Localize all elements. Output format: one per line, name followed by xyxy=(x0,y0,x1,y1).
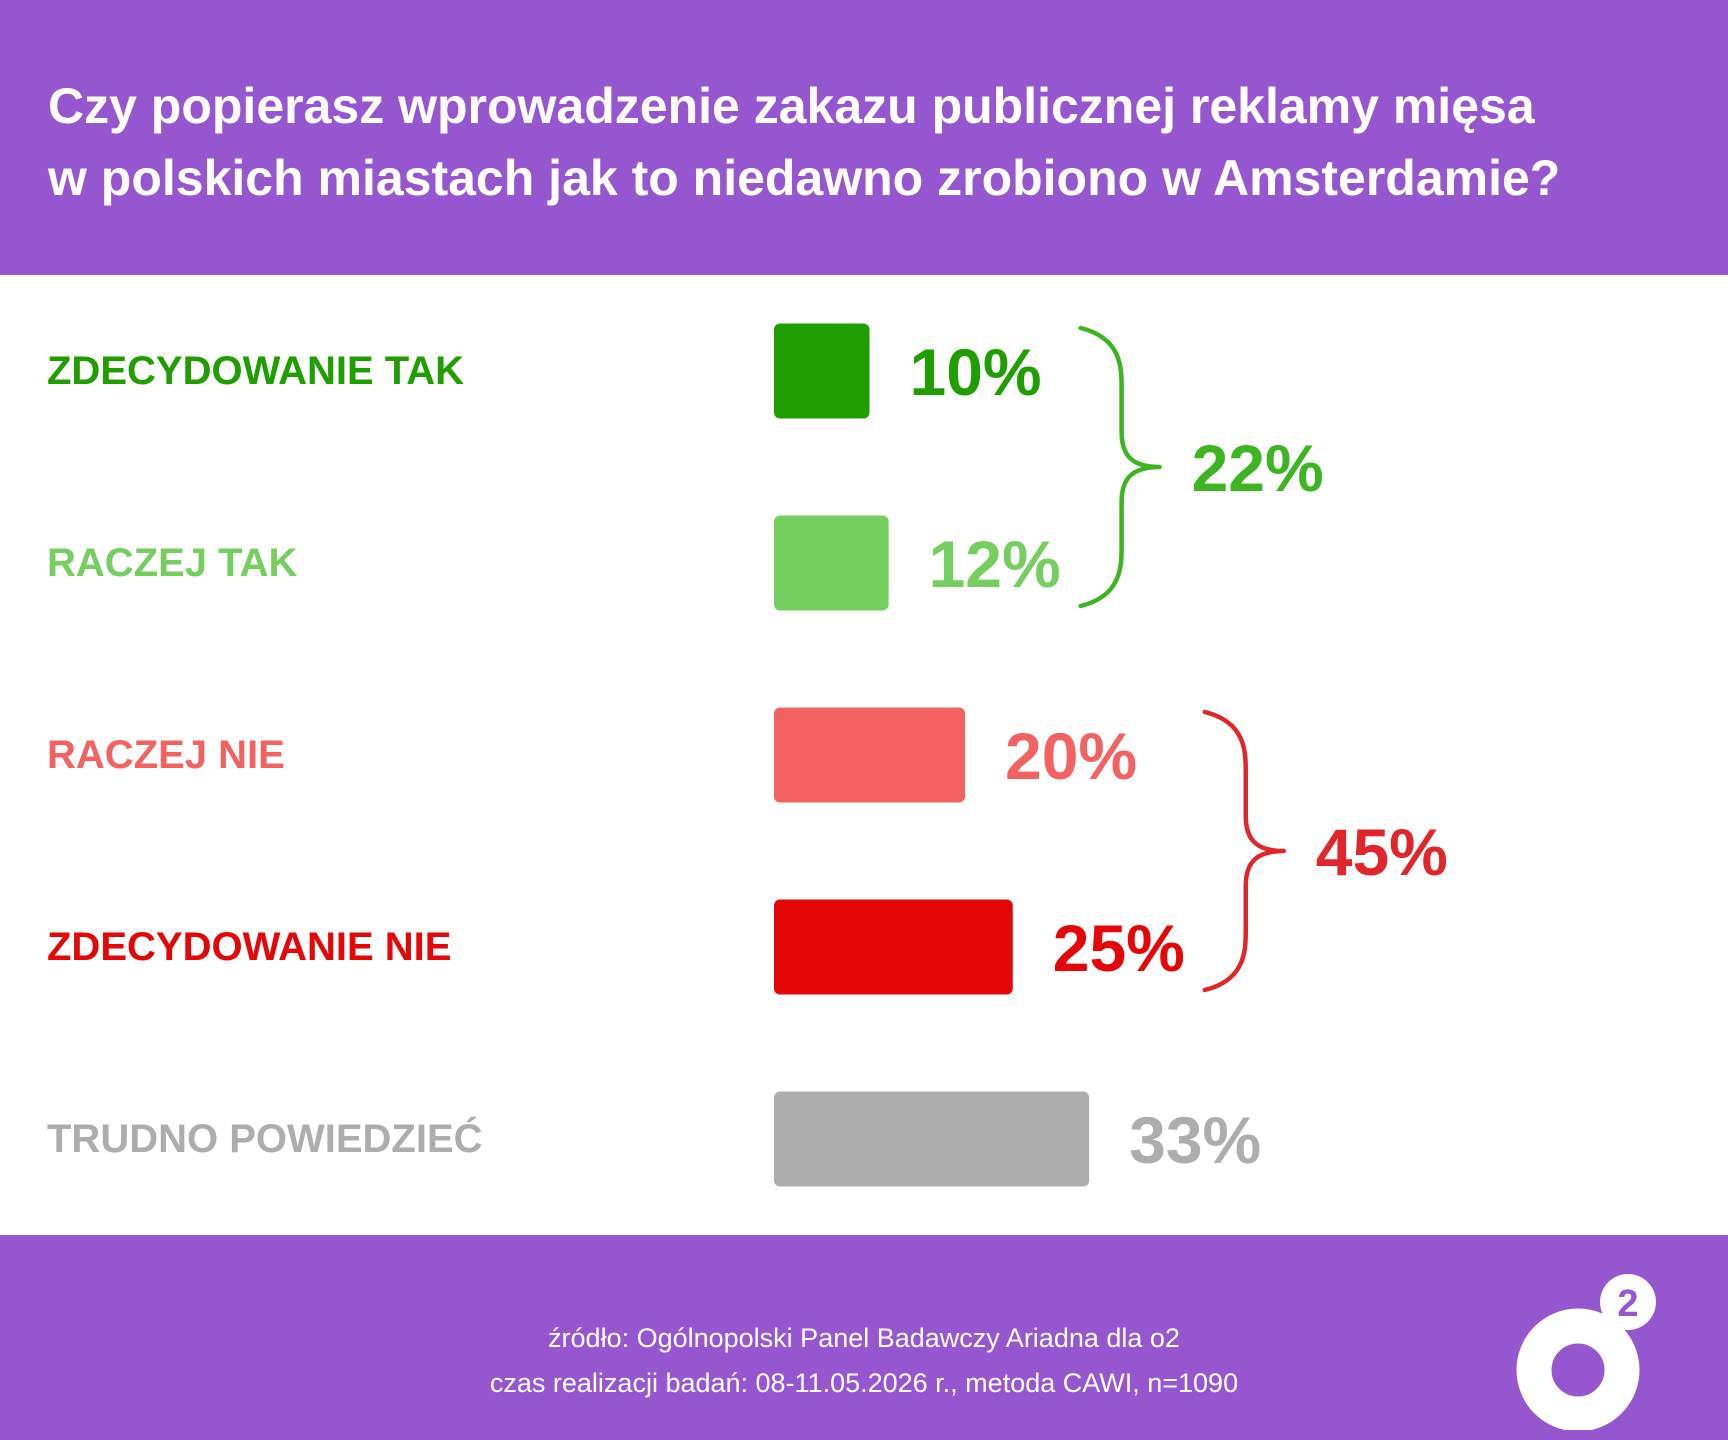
value-label: 20% xyxy=(1005,719,1137,793)
bar xyxy=(774,515,889,611)
footer-banner: źródło: Ogólnopolski Panel Badawczy Aria… xyxy=(0,1235,1728,1440)
category-label: RACZEJ TAK xyxy=(47,541,298,585)
chart-title: Czy popierasz wprowadzenie zakazu public… xyxy=(48,70,1708,214)
bar-chart-svg: 10% 12% 20% 25% 33% 22% 45% xyxy=(774,323,1448,1187)
value-label: 25% xyxy=(1053,911,1185,985)
bar xyxy=(774,1091,1090,1187)
category-label: TRUDNO POWIEDZIEĆ xyxy=(47,1117,483,1161)
group-total-label: 22% xyxy=(1192,431,1324,505)
value-label: 12% xyxy=(929,527,1061,601)
bar-chart: 10% 12% 20% 25% 33% 22% 45% ZDECYDOWANIE TAK RA… xyxy=(0,275,1728,1235)
value-label: 33% xyxy=(1129,1103,1261,1177)
o2-logo: 2 xyxy=(1516,1274,1656,1430)
group-brace xyxy=(1078,325,1162,609)
o2-logo-ring xyxy=(1516,1308,1640,1430)
o2-logo-badge xyxy=(1600,1274,1656,1330)
bar xyxy=(774,323,870,419)
value-label: 10% xyxy=(910,335,1042,409)
group-brace xyxy=(1202,709,1286,993)
group-total-label: 45% xyxy=(1316,815,1448,889)
category-label: RACZEJ NIE xyxy=(47,733,285,777)
category-label: ZDECYDOWANIE TAK xyxy=(47,349,465,393)
header-banner: Czy popierasz wprowadzenie zakazu public… xyxy=(0,0,1728,275)
bar xyxy=(774,899,1013,995)
methodology-line: czas realizacji badań: 08-11.05.2026 r.,… xyxy=(489,1368,1239,1398)
chart-title-line-1: Czy popierasz wprowadzenie zakazu public… xyxy=(48,78,1535,134)
category-label: ZDECYDOWANIE NIE xyxy=(47,925,452,969)
chart-title-line-2: w polskich miastach jak to niedawno zrob… xyxy=(48,150,1561,206)
o2-logo-superscript: 2 xyxy=(1617,1283,1638,1325)
bar xyxy=(774,707,965,803)
source-line: źródło: Ogólnopolski Panel Badawczy Aria… xyxy=(548,1323,1180,1353)
